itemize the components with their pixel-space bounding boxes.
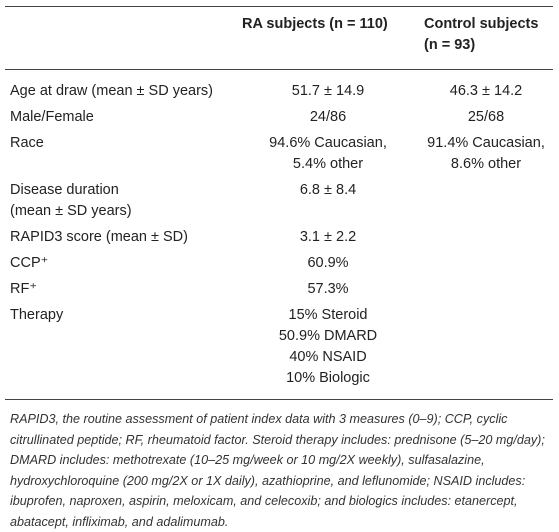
header-row: RA subjects (n = 110) Control subjects (n … bbox=[5, 6, 553, 70]
cell-text: 6.8 ± 8.4 bbox=[299, 182, 357, 198]
row-label: CCP⁺ bbox=[5, 251, 237, 277]
header-cell: Control subjects (n = 93) bbox=[419, 7, 553, 70]
row-label: Age at draw (mean ± SD years) bbox=[5, 70, 237, 106]
cell bbox=[419, 303, 553, 400]
cell-text: 60.9% bbox=[307, 255, 349, 271]
cell bbox=[419, 251, 553, 277]
cell-line: Disease duration bbox=[10, 182, 119, 198]
table-row: RF⁺ 57.3% bbox=[5, 277, 553, 303]
cell-text: 25/68 bbox=[467, 109, 505, 125]
cell: 46.3 ± 14.2 bbox=[419, 70, 553, 106]
cell: 91.4% Caucasian, 8.6% other bbox=[419, 131, 553, 178]
cell: 3.1 ± 2.2 bbox=[237, 225, 419, 251]
row-label: Therapy bbox=[5, 303, 237, 400]
row-label: RF⁺ bbox=[5, 277, 237, 303]
cell-text: 3.1 ± 2.2 bbox=[299, 229, 357, 245]
cell-text: 46.3 ± 14.2 bbox=[449, 83, 523, 99]
cell-text: 24/86 bbox=[309, 109, 347, 125]
cell: 15% Steroid 50.9% DMARD 40% NSAID 10% Biolo… bbox=[237, 303, 419, 400]
table-row: Race 94.6% Caucasian, 5.4% other 91.4% Cauc… bbox=[5, 131, 553, 178]
row-label: Race bbox=[5, 131, 237, 178]
cell: 6.8 ± 8.4 bbox=[237, 178, 419, 225]
row-label: Male/Female bbox=[5, 105, 237, 131]
cell-line: (n = 93) bbox=[424, 37, 476, 53]
cell: 24/86 bbox=[237, 105, 419, 131]
row-label: Disease duration (mean ± SD years) bbox=[5, 178, 237, 225]
cell-text: Race bbox=[10, 135, 44, 151]
cell-line: 91.4% Caucasian, bbox=[427, 135, 545, 151]
cell-text: Therapy bbox=[10, 307, 64, 323]
cell-text: Male/Female bbox=[10, 109, 94, 125]
cell: 94.6% Caucasian, 5.4% other bbox=[237, 131, 419, 178]
footnote: RAPID3, the routine assessment of patien… bbox=[10, 412, 545, 529]
table-row: RAPID3 score (mean ± SD) 3.1 ± 2.2 bbox=[5, 225, 553, 251]
row-label: RAPID3 score (mean ± SD) bbox=[5, 225, 237, 251]
cell-text: RA subjects (n = 110) bbox=[242, 16, 388, 32]
cell-line: 40% NSAID bbox=[289, 349, 367, 365]
header-cell: RA subjects (n = 110) bbox=[237, 7, 419, 70]
cell-line: 15% Steroid bbox=[288, 307, 368, 323]
cell: 57.3% bbox=[237, 277, 419, 303]
cell-text: 51.7 ± 14.9 bbox=[291, 83, 365, 99]
cell bbox=[419, 277, 553, 303]
cell: 60.9% bbox=[237, 251, 419, 277]
cell-text: RAPID3 score (mean ± SD) bbox=[10, 229, 188, 245]
table: RA subjects (n = 110) Control subjects (n … bbox=[5, 6, 553, 400]
table-row: Male/Female 24/86 25/68 bbox=[5, 105, 553, 131]
cell-text: 57.3% bbox=[307, 281, 349, 297]
table-body: Age at draw (mean ± SD years) 51.7 ± 14.9… bbox=[5, 70, 553, 400]
header-cell bbox=[5, 7, 237, 70]
cell: 25/68 bbox=[419, 105, 553, 131]
cell-line: 50.9% DMARD bbox=[278, 328, 378, 344]
cell-text: RF⁺ bbox=[10, 281, 37, 297]
table-row: CCP⁺ 60.9% bbox=[5, 251, 553, 277]
cell-text: Age at draw (mean ± SD years) bbox=[10, 83, 213, 99]
cell-line: 8.6% other bbox=[450, 156, 522, 172]
cell-text: CCP⁺ bbox=[10, 255, 49, 271]
table-row: Therapy 15% Steroid 50.9% DMARD 40% NSAID 10… bbox=[5, 303, 553, 400]
cell-line: (mean ± SD years) bbox=[10, 203, 132, 219]
cell-line: 5.4% other bbox=[292, 156, 364, 172]
cell bbox=[419, 225, 553, 251]
cell: 51.7 ± 14.9 bbox=[237, 70, 419, 106]
cell bbox=[419, 178, 553, 225]
table-row: Age at draw (mean ± SD years) 51.7 ± 14.9… bbox=[5, 70, 553, 106]
table-row: Disease duration (mean ± SD years) 6.8 ± 8… bbox=[5, 178, 553, 225]
cell-line: 10% Biologic bbox=[286, 370, 370, 386]
cell-line: 94.6% Caucasian, bbox=[269, 135, 387, 151]
document: RA subjects (n = 110) Control subjects (n … bbox=[5, 6, 553, 532]
cell-line: Control subjects bbox=[424, 16, 539, 32]
